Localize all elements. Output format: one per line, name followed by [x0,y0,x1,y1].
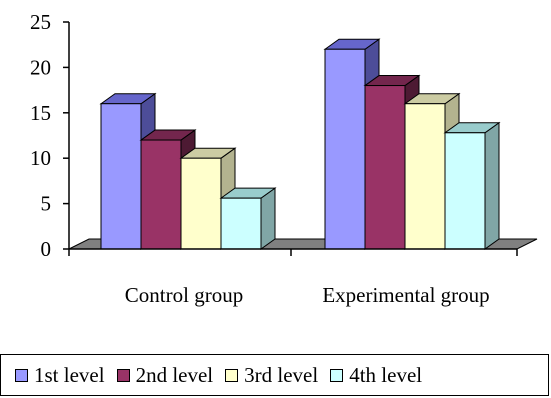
bar-chart: 0 5 10 15 20 25 Control group Experimental grou… [30,10,538,307]
legend: 1st level 2nd level 3rd level 4th level [0,354,549,396]
legend-swatch [15,368,28,382]
x-tick-label: Experimental group [322,283,489,307]
y-tick-label: 15 [30,101,51,125]
bar-0-1 [140,139,182,250]
legend-item: 1st level [15,363,105,388]
legend-label: 3rd level [244,362,319,387]
y-tick-label: 25 [30,10,51,34]
bar-1-1 [364,85,406,250]
bar-1-0 [324,48,366,250]
legend-label: 2nd level [135,362,214,387]
legend-swatch [225,368,239,382]
y-tick-label: 20 [30,55,51,79]
x-tick-label: Control group [125,283,243,307]
legend-item: 3rd level [225,363,318,388]
bar-0-3 [220,197,262,250]
legend-label: 4th level [349,362,423,387]
legend-swatch [116,368,130,382]
bar-side-1-3 [484,121,500,250]
legend-item: 2nd level [116,362,214,388]
legend-item: 4th level [330,363,422,388]
bar-0-2 [180,157,222,250]
bar-0-0 [100,103,142,250]
bar-1-3 [444,132,486,250]
bar-side-0-3 [260,187,276,250]
legend-label: 1st level [34,362,105,387]
bar-1-2 [404,103,446,250]
y-tick-label: 10 [30,146,51,170]
legend-swatch [330,368,344,382]
y-tick-label: 0 [41,237,52,261]
y-tick-label: 5 [41,192,52,216]
